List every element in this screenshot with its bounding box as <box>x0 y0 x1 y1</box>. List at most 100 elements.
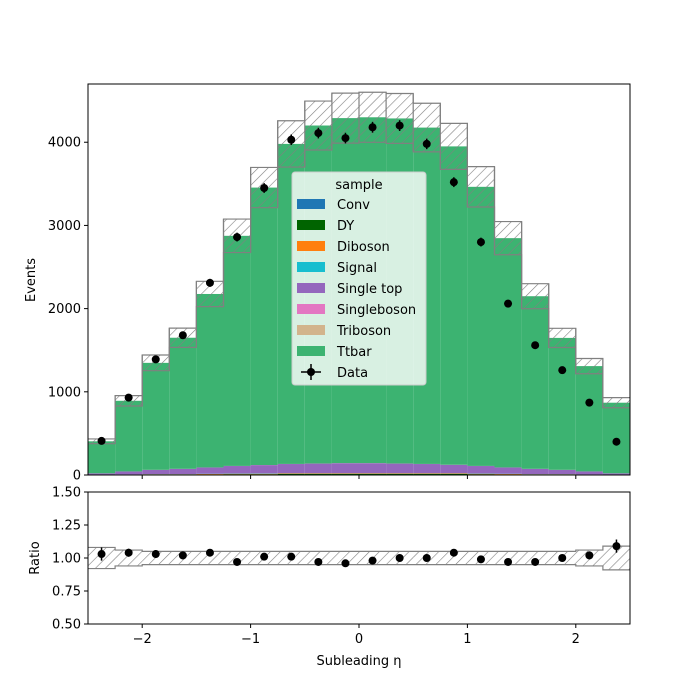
legend-swatch-diboson <box>297 241 325 251</box>
ratio-xtick-label-1: −1 <box>241 632 260 647</box>
uncertainty-bin-11 <box>386 93 414 144</box>
data-point-7 <box>287 135 296 144</box>
data-point-15 <box>504 299 513 308</box>
uncertainty-band <box>88 92 630 444</box>
bar-single-top-7 <box>277 464 305 474</box>
ratio-point-6 <box>260 552 269 561</box>
ratio-point-13 <box>449 548 458 557</box>
main-ytick-label-4000: 4000 <box>48 136 81 151</box>
data-point-14 <box>476 238 485 247</box>
bar-single-top-0 <box>88 473 116 475</box>
bar-single-top-17 <box>548 469 576 475</box>
ratio-point-4 <box>205 548 214 557</box>
data-point-4 <box>205 278 214 287</box>
bar-single-top-4 <box>196 467 224 474</box>
legend: sample Conv DY Diboson Signal Single top Sing… <box>291 171 427 386</box>
bar-single-top-2 <box>142 469 170 475</box>
bar-single-top-6 <box>250 465 278 474</box>
data-point-17 <box>558 366 567 375</box>
bar-single-top-15 <box>494 467 522 474</box>
bar-ttbar-3 <box>169 337 197 469</box>
ratio-band-bin-1 <box>115 550 143 566</box>
main-ytick-label-3000: 3000 <box>48 219 81 234</box>
bar-ttbar-17 <box>548 337 576 470</box>
ratio-xtick-label-2: 0 <box>355 632 363 647</box>
ratio-point-1 <box>124 548 133 557</box>
uncertainty-bin-10 <box>359 92 387 143</box>
uncertainty-bin-15 <box>494 221 522 255</box>
uncertainty-bin-18 <box>575 358 603 374</box>
bar-ttbar-13 <box>440 146 468 465</box>
bar-ttbar-5 <box>223 235 251 466</box>
data-point-1 <box>124 393 133 402</box>
ratio-point-8 <box>314 557 323 566</box>
data-point-10 <box>368 123 377 132</box>
main-y-ticks: 0 1000 2000 3000 4000 <box>48 136 88 484</box>
ratio-point-18 <box>585 551 594 560</box>
legend-swatch-conv <box>297 199 325 209</box>
uncertainty-bin-8 <box>304 101 332 150</box>
total-outline <box>88 91 630 445</box>
ratio-xtick-label-4: 2 <box>572 632 580 647</box>
ratio-ytick-label-0: 0.50 <box>52 618 81 633</box>
main-x-ticks <box>141 475 577 479</box>
legend-label-single-top: Single top <box>337 282 402 297</box>
ratio-uncertainty-band <box>88 545 630 571</box>
ratio-x-ticks: −2 −1 0 1 2 <box>133 624 580 647</box>
bar-ttbar-6 <box>250 187 278 466</box>
legend-label-signal: Signal <box>337 261 377 276</box>
ratio-ytick-label-1: 0.75 <box>52 585 81 600</box>
legend-swatch-signal <box>297 262 325 272</box>
bar-ttbar-1 <box>115 400 143 472</box>
bar-ttbar-15 <box>494 238 522 468</box>
legend-label-data: Data <box>337 366 368 381</box>
bar-single-top-11 <box>386 463 414 474</box>
legend-frame <box>291 171 427 386</box>
bar-single-top-14 <box>467 466 495 474</box>
bar-single-top-16 <box>521 468 549 475</box>
data-point-13 <box>449 178 458 187</box>
data-point-12 <box>422 139 431 148</box>
x-axis-label: Subleading η <box>316 654 401 669</box>
data-points <box>97 120 621 446</box>
bar-ttbar-18 <box>575 366 603 472</box>
bar-single-top-1 <box>115 471 143 475</box>
legend-swatch-dy <box>297 220 325 230</box>
legend-title: sample <box>335 178 382 193</box>
y-axis-label-events: Events <box>24 258 39 302</box>
data-point-6 <box>260 183 269 192</box>
bar-single-top-5 <box>223 466 251 474</box>
ratio-point-2 <box>151 550 160 559</box>
ratio-band-bin-4 <box>196 551 224 565</box>
bar-single-top-9 <box>331 463 359 474</box>
data-point-18 <box>585 398 594 407</box>
ratio-point-0 <box>97 550 106 559</box>
ratio-point-12 <box>422 554 431 562</box>
ratio-point-14 <box>476 555 485 564</box>
ratio-xtick-label-0: −2 <box>133 632 152 647</box>
ratio-ytick-label-2: 1.00 <box>52 552 81 567</box>
ratio-points <box>97 539 621 568</box>
legend-swatch-singleboson <box>297 304 325 314</box>
uncertainty-bin-16 <box>521 283 549 309</box>
ratio-point-19 <box>612 542 621 551</box>
bar-ttbar-4 <box>196 293 224 468</box>
ratio-band-bin-13 <box>440 551 468 565</box>
ratio-point-5 <box>233 557 242 566</box>
ratio-ytick-label-3: 1.25 <box>52 519 81 534</box>
bar-single-top-18 <box>575 471 603 475</box>
data-point-9 <box>341 134 350 143</box>
bar-single-top-3 <box>169 468 197 475</box>
bar-ttbar-0 <box>88 441 116 474</box>
uncertainty-bin-19 <box>602 397 630 408</box>
ratio-band-upper <box>88 545 630 552</box>
uncertainty-bin-14 <box>467 166 495 207</box>
data-point-16 <box>531 341 540 350</box>
ratio-point-10 <box>368 556 377 565</box>
y-axis-label-ratio: Ratio <box>28 541 43 574</box>
bar-single-top-19 <box>602 473 630 475</box>
bar-single-top-12 <box>413 464 441 474</box>
ratio-point-16 <box>531 557 540 566</box>
bar-single-top-13 <box>440 464 468 474</box>
